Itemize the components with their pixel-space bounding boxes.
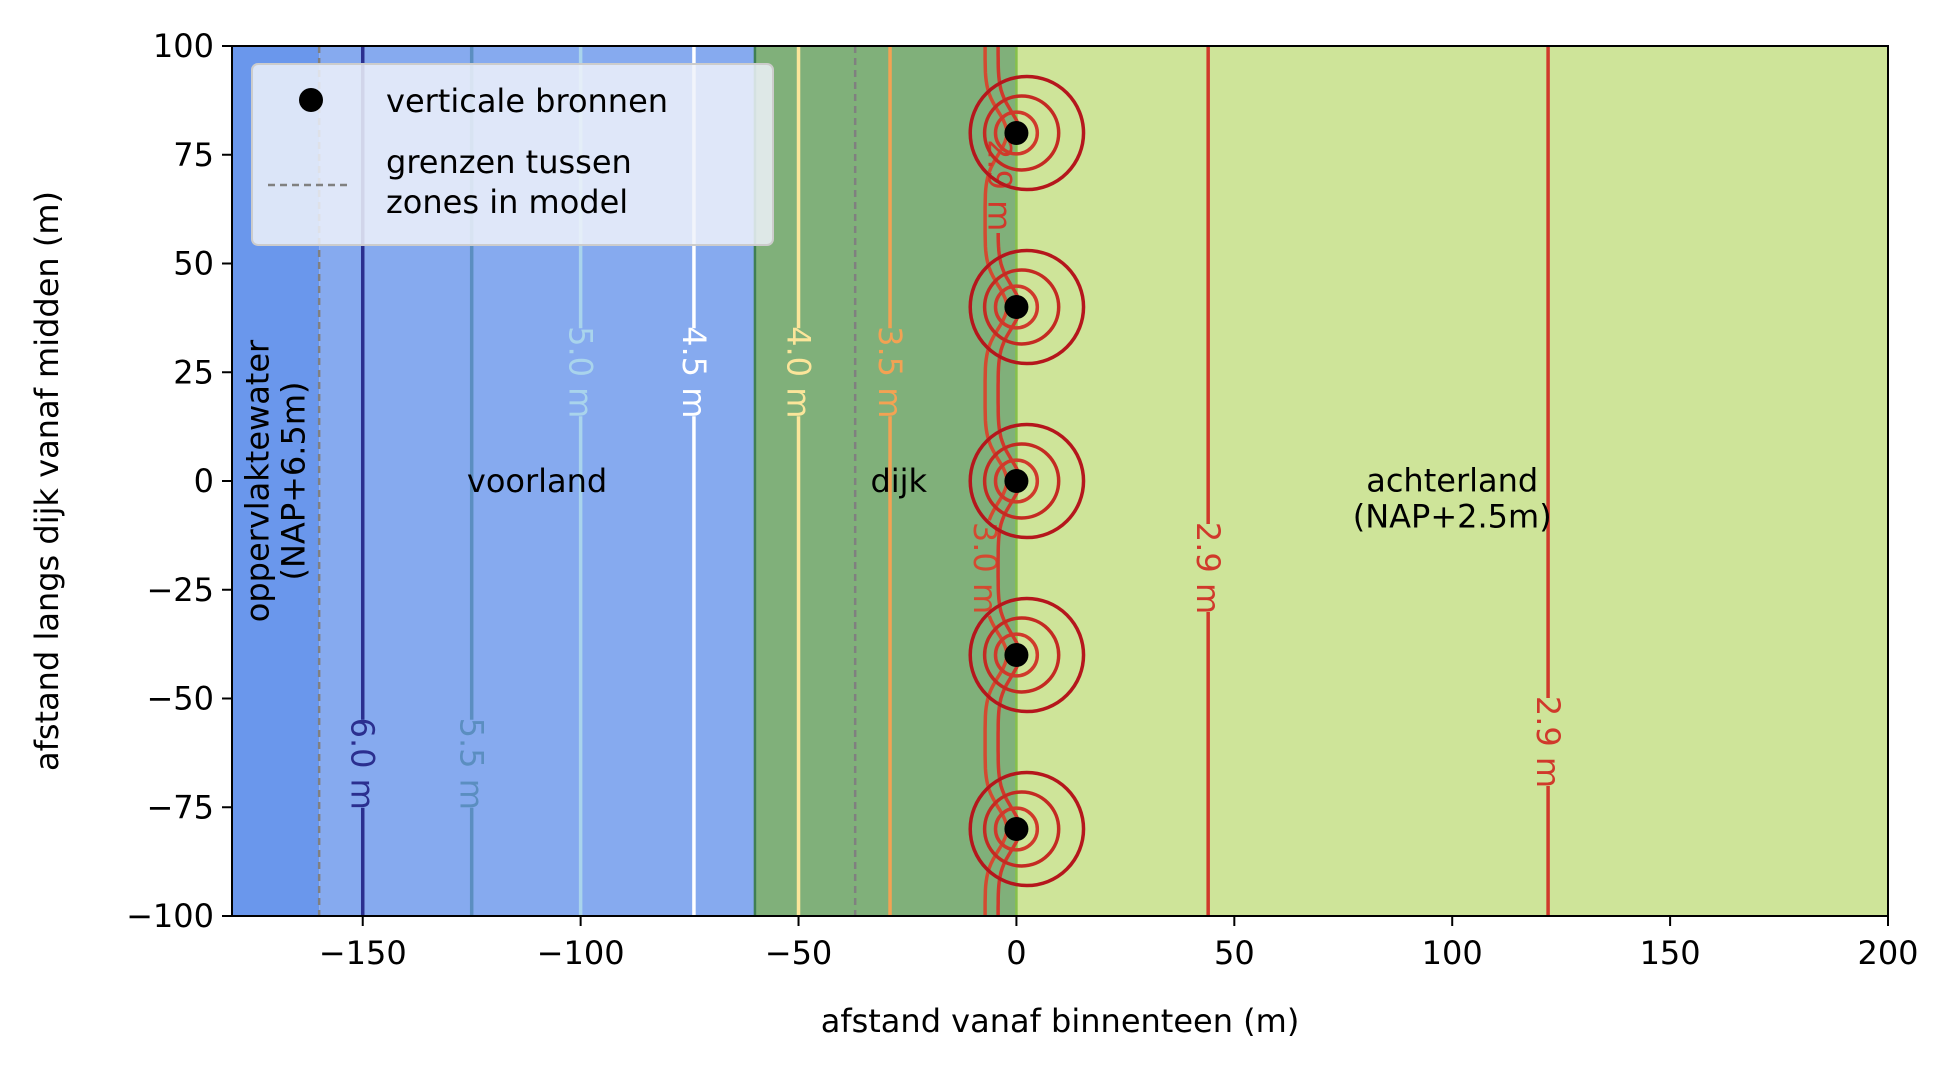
contour-label-6: 2.9 m [1189, 522, 1227, 614]
well-ring-4-1 [982, 790, 1061, 868]
contour-label-3: 4.5 m [675, 326, 713, 418]
well-marker-0 [1004, 121, 1029, 145]
legend: verticale bronnen grenzen tussen zones in … [251, 63, 774, 246]
y-tick-label: −100 [126, 897, 214, 935]
well-ring-1-2 [993, 284, 1040, 330]
y-tick-label: −50 [146, 680, 214, 718]
contour-lines: 6.0 m 5.5 m 5.0 m 4.5 m 4.0 m 3.5 m 2.9 m 2.9 m… [344, 46, 1567, 916]
well-ring-2-1 [982, 442, 1061, 520]
well-marker-3 [1004, 643, 1029, 667]
zone-label-oppervlaktewater: oppervlaktewater(NAP+6.5m) [239, 339, 313, 622]
x-axis-label: afstand vanaf binnenteen (m) [821, 1002, 1300, 1040]
contour-label-0: 6.0 m [344, 718, 382, 810]
zone-labels: oppervlaktewater(NAP+6.5m) voorland dijk ac… [239, 339, 1552, 622]
y-tick-label: 100 [153, 27, 214, 65]
y-tick-label: 25 [173, 353, 214, 391]
well-ring-0-0 [968, 74, 1086, 192]
x-tick-label: −50 [765, 934, 833, 972]
well-ring-1-1 [982, 268, 1061, 346]
x-tick-label: −100 [537, 934, 625, 972]
well-marker-4 [1004, 817, 1029, 841]
well-ring-4-0 [968, 770, 1086, 888]
legend-box [251, 63, 774, 246]
contour-label-2: 5.0 m [562, 326, 600, 418]
x-tick-label: −150 [319, 934, 407, 972]
well-ring-4-2 [993, 806, 1040, 852]
zone-label-achterland: achterland (NAP+2.5m) [1353, 461, 1552, 535]
legend-label-boundaries: grenzen tussen zones in model [386, 143, 632, 221]
legend-marker-wells [299, 88, 323, 112]
contour-label-4: 4.0 m [780, 326, 818, 418]
x-tick-label: 150 [1640, 934, 1701, 972]
wavy-contour-0-lower [983, 615, 1009, 916]
axes: −150 −100 −50 0 50 100 150 200 −100 −75 −50 −25 0 25 5… [28, 27, 1919, 1040]
x-tick-label: 100 [1422, 934, 1483, 972]
well-marker-1 [1004, 295, 1029, 319]
y-tick-label: 75 [173, 136, 214, 174]
x-tick-label: 200 [1857, 934, 1918, 972]
zone-achterland [1016, 46, 1888, 916]
zone-label-voorland: voorland [467, 462, 607, 500]
y-tick-label: −75 [146, 788, 214, 826]
y-tick-label: −25 [146, 571, 214, 609]
well-ring-3-2 [993, 632, 1040, 678]
y-tick-label: 0 [194, 462, 214, 500]
well-markers [968, 74, 1086, 888]
well-ring-1-0 [968, 248, 1086, 366]
well-ring-0-2 [993, 110, 1040, 156]
contour-label-7: 2.9 m [1529, 696, 1567, 788]
x-tick-label: 50 [1214, 934, 1255, 972]
x-tick-label: 0 [1006, 934, 1026, 972]
y-axis-label: afstand langs dijk vanaf midden (m) [28, 191, 66, 771]
legend-label-wells: verticale bronnen [386, 82, 668, 120]
well-marker-2 [1004, 469, 1029, 493]
zone-label-dijk: dijk [870, 462, 927, 500]
well-ring-3-0 [968, 596, 1086, 714]
well-ring-2-0 [968, 422, 1086, 540]
contour-label-5: 3.5 m [871, 326, 909, 418]
y-tick-label: 50 [173, 245, 214, 283]
contour-label-1: 5.5 m [453, 718, 491, 810]
well-ring-2-2 [993, 458, 1040, 504]
well-ring-3-1 [982, 616, 1061, 694]
well-ring-0-1 [982, 94, 1061, 172]
wavy-contour-1-lower [996, 233, 1022, 916]
